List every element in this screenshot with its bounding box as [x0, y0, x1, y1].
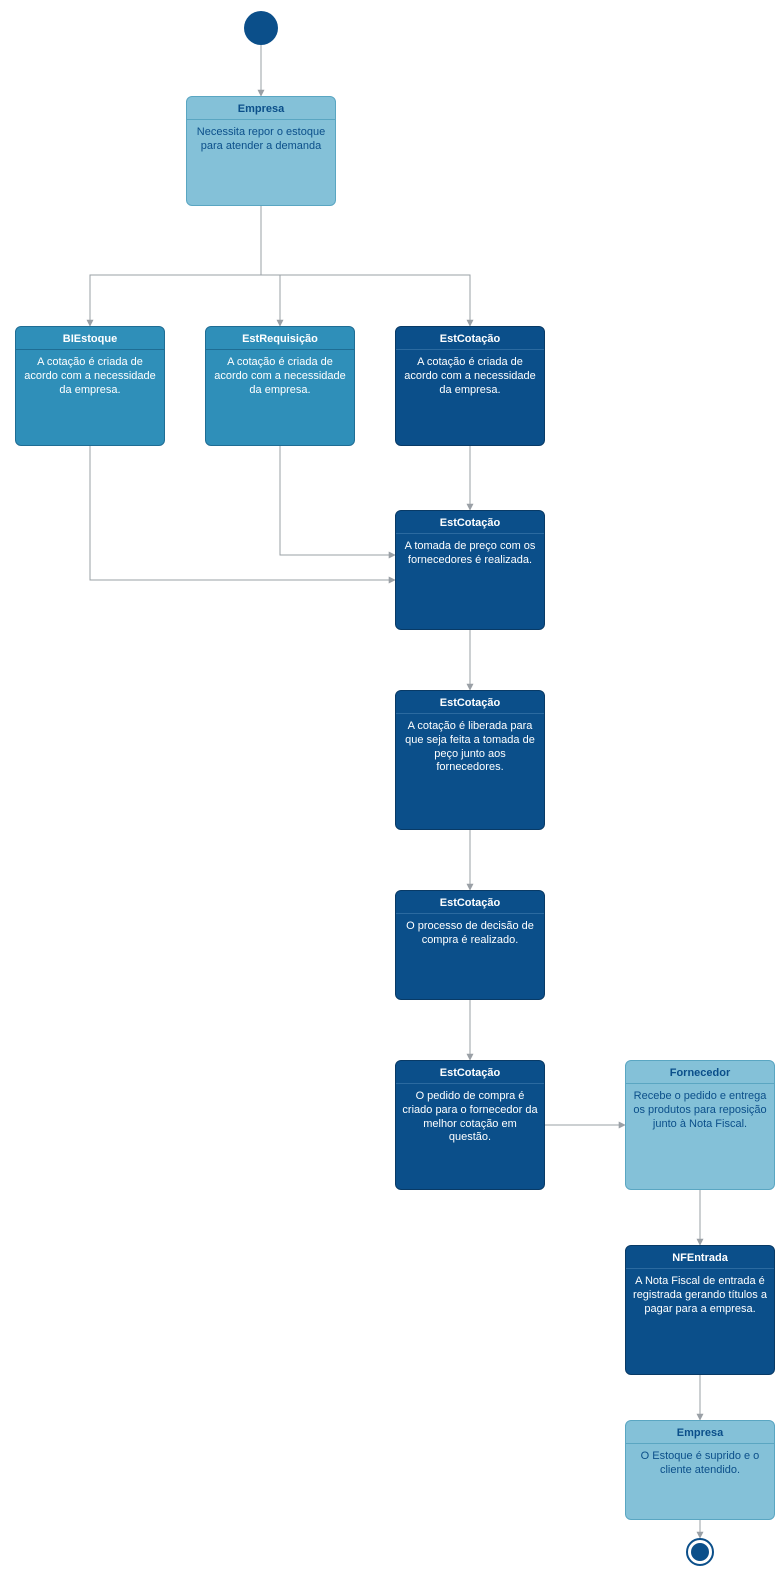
node-cot3: EstCotaçãoA cotação é liberada para que …	[395, 690, 545, 830]
node-body: A tomada de preço com os fornecedores é …	[396, 534, 544, 574]
node-forn: FornecedorRecebe o pedido e entrega os p…	[625, 1060, 775, 1190]
edge	[261, 206, 470, 326]
node-title: Fornecedor	[626, 1061, 774, 1084]
edge	[280, 446, 395, 555]
node-req: EstRequisiçãoA cotação é criada de acord…	[205, 326, 355, 446]
edge	[90, 446, 395, 580]
node-title: EstRequisição	[206, 327, 354, 350]
node-body: A Nota Fiscal de entrada é registrada ge…	[626, 1269, 774, 1322]
node-title: EstCotação	[396, 691, 544, 714]
node-body: O Estoque é suprido e o cliente atendido…	[626, 1444, 774, 1484]
edge	[90, 206, 261, 326]
node-title: EstCotação	[396, 327, 544, 350]
node-body: A cotação é criada de acordo com a neces…	[16, 350, 164, 403]
node-body: A cotação é liberada para que seja feita…	[396, 714, 544, 781]
node-body: A cotação é criada de acordo com a neces…	[206, 350, 354, 403]
node-body: A cotação é criada de acordo com a neces…	[396, 350, 544, 403]
node-cot4: EstCotaçãoO processo de decisão de compr…	[395, 890, 545, 1000]
node-body: Necessita repor o estoque para atender a…	[187, 120, 335, 160]
start-node	[244, 11, 278, 45]
node-cot2: EstCotaçãoA tomada de preço com os forne…	[395, 510, 545, 630]
node-title: EstCotação	[396, 511, 544, 534]
node-title: NFEntrada	[626, 1246, 774, 1269]
node-cot1: EstCotaçãoA cotação é criada de acordo c…	[395, 326, 545, 446]
node-title: EstCotação	[396, 1061, 544, 1084]
node-body: O pedido de compra é criado para o forne…	[396, 1084, 544, 1151]
node-body: O processo de decisão de compra é realiz…	[396, 914, 544, 954]
node-bi: BIEstoqueA cotação é criada de acordo co…	[15, 326, 165, 446]
node-nf: NFEntradaA Nota Fiscal de entrada é regi…	[625, 1245, 775, 1375]
node-empresa1: EmpresaNecessita repor o estoque para at…	[186, 96, 336, 206]
node-empresa2: EmpresaO Estoque é suprido e o cliente a…	[625, 1420, 775, 1520]
node-title: Empresa	[187, 97, 335, 120]
node-title: Empresa	[626, 1421, 774, 1444]
end-node-inner	[691, 1543, 709, 1561]
flowchart-canvas: EmpresaNecessita repor o estoque para at…	[0, 0, 783, 1575]
end-node	[686, 1538, 714, 1566]
edge	[261, 206, 280, 326]
node-cot5: EstCotaçãoO pedido de compra é criado pa…	[395, 1060, 545, 1190]
node-body: Recebe o pedido e entrega os produtos pa…	[626, 1084, 774, 1137]
node-title: EstCotação	[396, 891, 544, 914]
node-title: BIEstoque	[16, 327, 164, 350]
